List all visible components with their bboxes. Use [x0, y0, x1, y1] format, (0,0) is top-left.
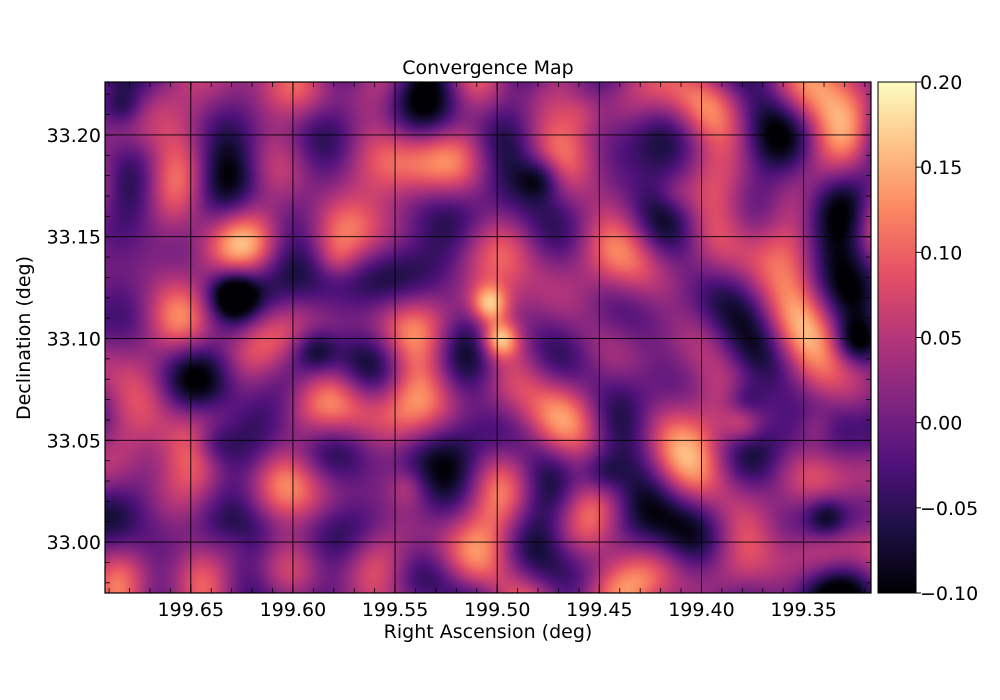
- y-axis-label: Declination (deg): [13, 256, 35, 420]
- y-tick-label: 33.10: [47, 329, 101, 351]
- x-tick-label: 199.65: [158, 599, 224, 621]
- x-axis-ticks: 199.65 199.60 199.55 199.50 199.45 199.40 199.…: [108, 82, 866, 621]
- y-axis-ticks: 33.00 33.05 33.10 33.15 33.20: [47, 93, 871, 584]
- y-tick-label: 33.20: [47, 125, 101, 147]
- colorbar-tick-label: −0.05: [920, 498, 978, 520]
- y-tick-label: 33.05: [47, 430, 101, 452]
- colorbar-tick-label: −0.10: [920, 583, 978, 605]
- colorbar-tick-label: 0.15: [920, 157, 962, 179]
- y-tick-label: 33.15: [47, 227, 101, 249]
- colorbar-tick-label: 0.20: [920, 72, 962, 94]
- colorbar-gradient: [877, 81, 917, 594]
- x-tick-label: 199.40: [668, 599, 734, 621]
- x-tick-label: 199.60: [260, 599, 326, 621]
- grid-lines: [105, 82, 871, 593]
- chart-title: Convergence Map: [402, 57, 573, 79]
- y-tick-label: 33.00: [47, 532, 101, 554]
- x-tick-label: 199.45: [566, 599, 632, 621]
- colorbar-tick-label: 0.05: [920, 328, 962, 350]
- x-axis-label: Right Ascension (deg): [384, 621, 593, 643]
- heatmap-image: [105, 82, 871, 593]
- colorbar-ticks: −0.10 −0.05 0.00 0.05 0.10 0.15 0.20: [916, 72, 978, 605]
- colorbar-tick-label: 0.00: [920, 413, 962, 435]
- colorbar-tick-label: 0.10: [920, 242, 962, 264]
- plot-frame: [104, 81, 872, 594]
- x-tick-label: 199.50: [464, 599, 530, 621]
- x-tick-label: 199.55: [362, 599, 428, 621]
- colorbar: −0.10 −0.05 0.00 0.05 0.10 0.15 0.20: [877, 72, 978, 605]
- x-tick-label: 199.35: [770, 599, 836, 621]
